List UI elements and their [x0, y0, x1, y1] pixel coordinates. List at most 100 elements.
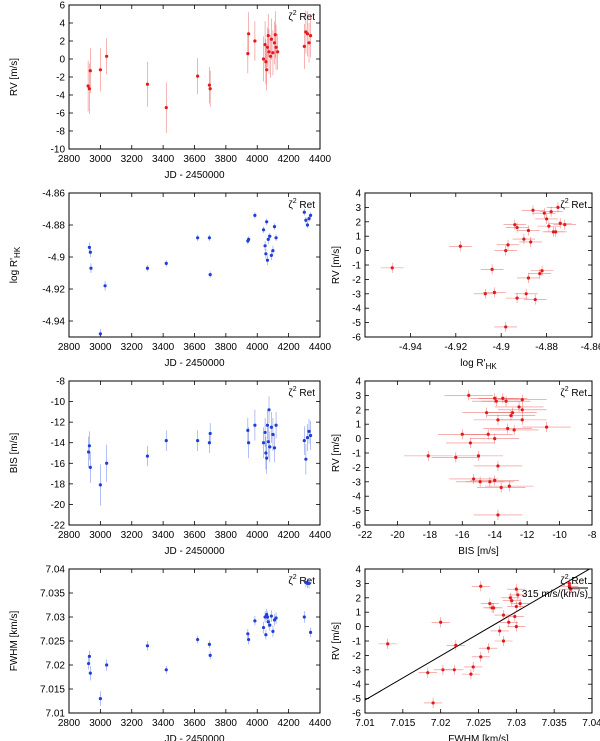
data-point [546, 202, 570, 213]
marker [272, 225, 277, 229]
data-point [271, 418, 275, 451]
data-point [544, 226, 568, 237]
x-tick-label: -8 [588, 530, 597, 541]
marker [164, 439, 168, 443]
marker [246, 632, 250, 636]
marker [269, 614, 273, 618]
marker [246, 52, 250, 56]
x-tick-label: 3600 [183, 530, 206, 541]
data-point [268, 233, 272, 240]
x-tick-label: 7.03 [507, 718, 527, 729]
marker [305, 32, 310, 36]
y-tick-label: -10 [51, 145, 66, 156]
marker [514, 587, 518, 591]
y-tick-label: 0 [355, 622, 361, 633]
data-point [418, 667, 437, 678]
y-tick-label: 4 [355, 565, 361, 576]
chart-rv-bis: -22 -20 -18 -16 -14 -12 -10 -8-6-5-4-3-2-101234… [331, 377, 597, 558]
data-point [207, 640, 212, 649]
marker [208, 431, 212, 436]
marker [264, 633, 268, 637]
marker [508, 596, 512, 600]
data-point [494, 610, 513, 621]
data-point [89, 263, 93, 273]
marker [452, 668, 456, 672]
marker [567, 581, 571, 586]
y-tick-label: -18 [51, 479, 66, 490]
marker [493, 437, 497, 441]
data-point [271, 625, 275, 638]
data-point [253, 21, 257, 61]
x-tick-label: 3200 [121, 530, 144, 541]
data-point [274, 411, 278, 439]
y-tick-label: 4 [355, 377, 361, 388]
data-point [560, 578, 579, 589]
chart-rhk-time: 2800 3000 3200 3400 3600 3800 4000 4200 4400 -4.9… [9, 189, 332, 370]
fit-line [365, 569, 591, 701]
data-point [512, 234, 536, 245]
marker [472, 477, 476, 481]
marker [87, 450, 91, 454]
y-tick-label: 2 [355, 405, 361, 416]
y-tick-label: -8 [56, 127, 65, 138]
marker [506, 243, 510, 247]
marker [88, 69, 92, 73]
star-label: ζ2 Ret [288, 198, 315, 211]
data-point [276, 33, 280, 70]
marker [208, 87, 212, 91]
marker [514, 625, 518, 629]
marker [307, 429, 311, 433]
data-point [523, 294, 547, 305]
data-point [521, 205, 545, 216]
x-tick-label: -10 [552, 530, 567, 541]
data-point [378, 638, 397, 649]
marker [265, 68, 269, 72]
marker [302, 44, 306, 49]
y-axis-label: BIS [m/s] [9, 432, 20, 473]
data-point [264, 249, 268, 259]
y-tick-label: -6 [352, 709, 361, 720]
marker [266, 440, 270, 444]
y-axis-label: RV [m/s] [9, 58, 20, 96]
x-tick-label: 7.02 [431, 718, 451, 729]
plot-area [87, 209, 313, 337]
y-axis-label: RV [m/s] [331, 622, 342, 660]
x-axis-label: log R'HK [460, 358, 497, 371]
y-tick-label: -4 [352, 304, 361, 315]
y-tick-label: -5 [352, 506, 361, 517]
data-point [473, 460, 523, 471]
data-point [247, 12, 251, 56]
marker [264, 60, 268, 64]
data-point [530, 265, 554, 276]
data-point [478, 393, 528, 404]
marker [86, 84, 90, 88]
marker [501, 396, 505, 400]
marker [253, 39, 257, 43]
data-point [207, 432, 212, 453]
data-point [268, 34, 273, 78]
x-tick-label: 3000 [89, 154, 112, 165]
data-point [304, 443, 308, 475]
data-point [302, 209, 306, 216]
x-tick-label: 3600 [183, 718, 206, 729]
marker [196, 236, 200, 240]
marker [514, 604, 518, 609]
x-tick-label: 3800 [215, 342, 238, 353]
data-point [471, 581, 490, 592]
marker [253, 213, 257, 217]
y-tick-label: -4.94 [42, 317, 65, 328]
x-tick-label: 4200 [278, 530, 301, 541]
star-label: ζ2 Ret [560, 198, 587, 211]
marker [266, 34, 270, 38]
marker [272, 41, 277, 45]
y-tick-label: -22 [51, 521, 66, 532]
y-tick-label: -2 [352, 275, 361, 286]
marker [467, 393, 471, 397]
data-point [380, 262, 404, 273]
chart-rv-rhk: -4.94 -4.92 -4.9 -4.88 -4.86 -6 -5 -4 -3 -2 -1 0 1 2 3… [331, 189, 600, 372]
data-point [535, 213, 558, 224]
x-axis-label: JD - 2450000 [164, 546, 224, 557]
marker [386, 642, 390, 646]
data-point [454, 450, 503, 461]
